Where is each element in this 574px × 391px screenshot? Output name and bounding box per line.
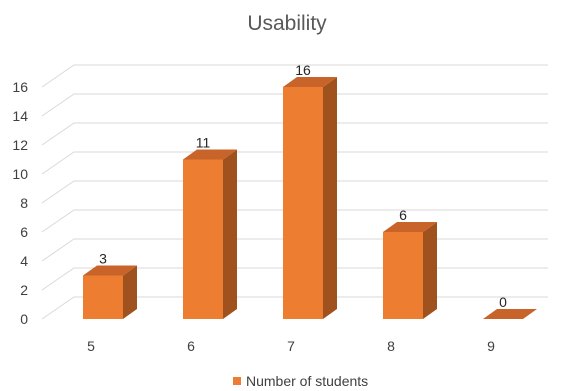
gridline	[41, 209, 548, 233]
bar-side	[223, 149, 237, 319]
y-tick-label: 2	[20, 282, 28, 298]
bar-front	[183, 159, 223, 319]
data-label: 11	[196, 135, 211, 151]
bar	[183, 149, 237, 319]
y-tick-label: 4	[20, 253, 28, 269]
data-label: 3	[99, 251, 107, 267]
y-tick-label: 16	[12, 79, 28, 95]
bars	[83, 77, 537, 319]
x-tick-label: 7	[287, 338, 295, 354]
legend-label: Number of students	[246, 373, 368, 389]
y-axis-tick-labels: 0 2 4 6 8 10 12 14 16	[12, 79, 28, 327]
x-tick-label: 5	[87, 338, 95, 354]
y-tick-label: 10	[12, 166, 28, 182]
y-tick-label: 6	[20, 224, 28, 240]
data-label: 16	[295, 62, 311, 78]
bar-front	[83, 275, 123, 319]
bar	[83, 265, 137, 319]
data-label: 6	[399, 207, 407, 223]
bar-front	[383, 232, 423, 319]
legend-swatch	[233, 377, 241, 385]
y-tick-label: 0	[20, 311, 28, 327]
bar-side	[423, 222, 437, 319]
legend: Number of students	[233, 373, 368, 389]
gridline	[41, 151, 548, 175]
bar	[483, 309, 537, 319]
gridline	[41, 64, 548, 88]
bar-front	[283, 87, 323, 319]
gridline	[41, 122, 548, 146]
bar	[283, 77, 337, 319]
gridlines	[41, 64, 548, 320]
data-labels: 3 11 16 6 0	[99, 62, 507, 310]
x-tick-label: 8	[387, 338, 395, 354]
bar-side	[323, 77, 337, 319]
bar-top	[483, 309, 537, 319]
gridline	[41, 180, 548, 204]
x-tick-label: 6	[187, 338, 195, 354]
bar-top	[283, 77, 337, 87]
chart-title: Usability	[247, 12, 327, 35]
bar-top	[183, 149, 237, 160]
bar-top	[83, 265, 137, 276]
bar	[383, 222, 437, 319]
bar-side	[123, 265, 137, 319]
x-axis-tick-labels: 5 6 7 8 9	[87, 338, 495, 354]
y-tick-label: 12	[12, 137, 28, 153]
x-tick-label: 9	[487, 338, 495, 354]
y-tick-label: 8	[20, 195, 28, 211]
data-label: 0	[499, 294, 507, 310]
gridline	[41, 93, 548, 117]
bar-top	[383, 222, 437, 232]
y-tick-label: 14	[12, 108, 28, 124]
